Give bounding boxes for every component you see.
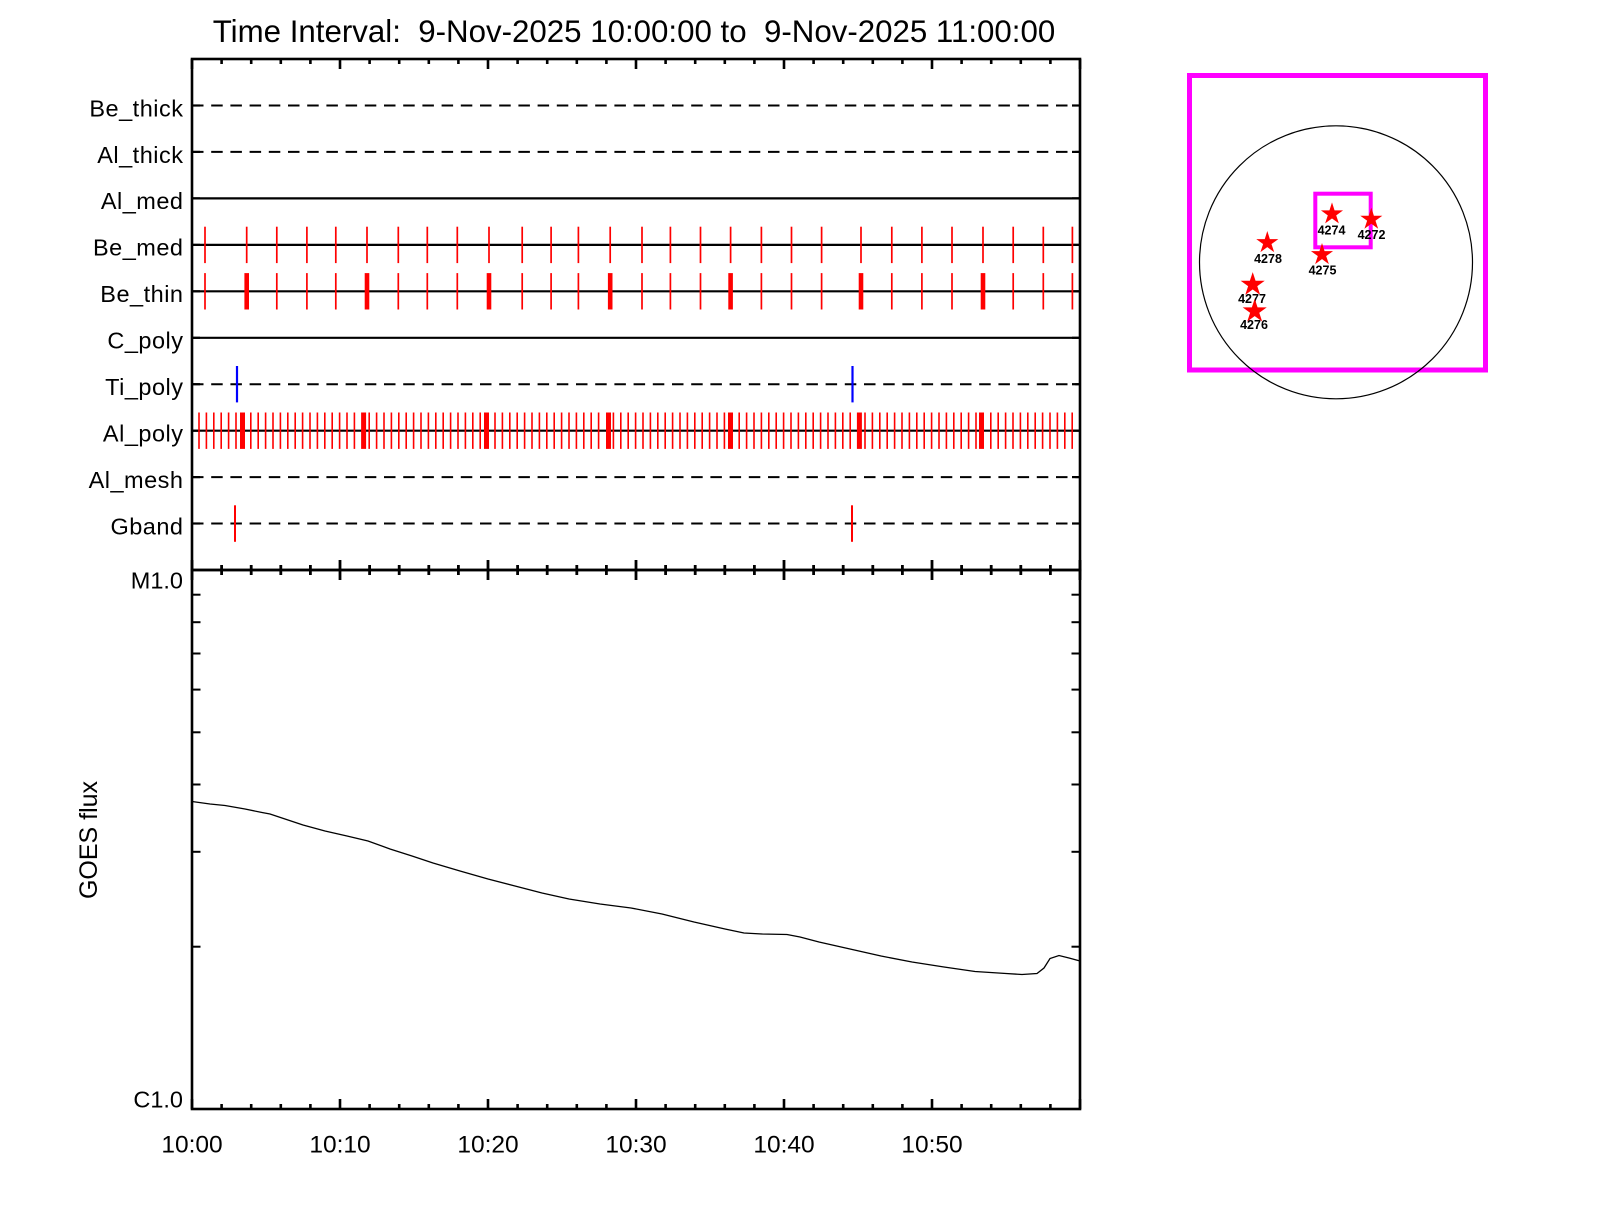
svg-text:Al_thick: Al_thick bbox=[97, 142, 183, 168]
svg-text:10:50: 10:50 bbox=[901, 1132, 962, 1159]
svg-text:M1.0: M1.0 bbox=[131, 568, 183, 594]
svg-text:Al_poly: Al_poly bbox=[103, 421, 184, 447]
svg-text:10:20: 10:20 bbox=[457, 1132, 518, 1159]
svg-text:10:30: 10:30 bbox=[605, 1132, 666, 1159]
svg-text:C1.0: C1.0 bbox=[133, 1087, 183, 1113]
svg-text:Be_thick: Be_thick bbox=[89, 95, 183, 121]
svg-text:10:00: 10:00 bbox=[161, 1132, 222, 1159]
svg-text:10:10: 10:10 bbox=[309, 1132, 370, 1159]
svg-text:Al_mesh: Al_mesh bbox=[89, 467, 184, 493]
svg-text:GOES flux: GOES flux bbox=[75, 780, 103, 899]
svg-text:C_poly: C_poly bbox=[107, 328, 183, 354]
svg-text:Al_med: Al_med bbox=[101, 188, 184, 214]
svg-text:4274: 4274 bbox=[1318, 224, 1346, 238]
svg-text:Time Interval: 9-Nov-2025 10:: Time Interval: 9-Nov-2025 10:00:00 to 9-… bbox=[213, 14, 1056, 49]
svg-text:Be_med: Be_med bbox=[93, 235, 184, 261]
svg-text:4278: 4278 bbox=[1254, 252, 1282, 266]
svg-text:4277: 4277 bbox=[1238, 292, 1266, 306]
svg-text:4275: 4275 bbox=[1309, 264, 1337, 278]
svg-text:Gband: Gband bbox=[110, 513, 183, 539]
svg-text:10:40: 10:40 bbox=[753, 1132, 814, 1159]
svg-text:Be_thin: Be_thin bbox=[100, 281, 183, 307]
svg-text:Ti_poly: Ti_poly bbox=[105, 374, 183, 400]
svg-text:4276: 4276 bbox=[1240, 318, 1268, 332]
svg-text:4272: 4272 bbox=[1358, 228, 1386, 242]
